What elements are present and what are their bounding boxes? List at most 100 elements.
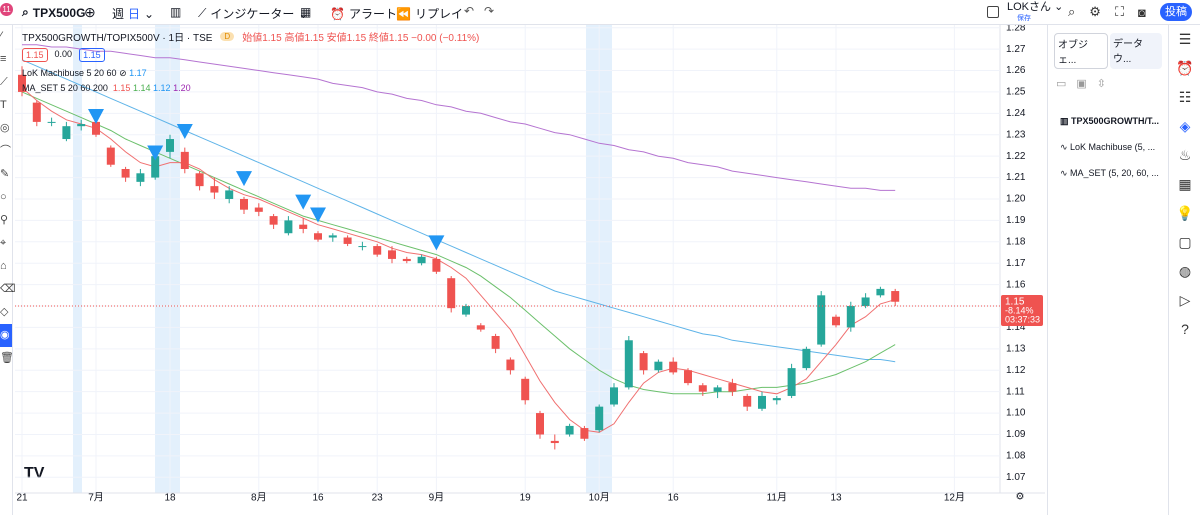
- widget[interactable]: ◈: [1179, 118, 1191, 134]
- signal-arrow: [88, 109, 104, 125]
- alerts[interactable]: アラート: [348, 7, 397, 21]
- widget[interactable]: ♨: [1178, 147, 1192, 163]
- publish-btn[interactable]: 投稿: [1160, 3, 1192, 21]
- y-tick-label: 1.26: [1006, 65, 1026, 76]
- layouts[interactable]: ▦: [300, 5, 312, 19]
- add-symbol[interactable]: ⊕: [84, 4, 96, 20]
- tool[interactable]: ⌒: [0, 145, 11, 157]
- widget[interactable]: ◍: [1178, 263, 1192, 279]
- ma-line: [22, 44, 896, 191]
- widget[interactable]: ?: [1181, 321, 1189, 337]
- tool[interactable]: ⌫: [0, 283, 16, 295]
- tab[interactable]: オブジェ...: [1054, 33, 1108, 69]
- y-tick-label: 1.25: [1006, 87, 1026, 98]
- symbol-search[interactable]: ⌕ TPX500G: [22, 5, 86, 20]
- ask[interactable]: 1.15: [79, 48, 105, 62]
- tool[interactable]: ◇: [0, 306, 9, 318]
- snapshot[interactable]: ◙: [1138, 4, 1146, 20]
- candle-body: [254, 207, 263, 212]
- tool[interactable]: ≡: [0, 53, 7, 65]
- y-tick-label: 1.18: [1006, 236, 1026, 247]
- y-tick-label: 1.28: [1006, 22, 1026, 33]
- tool[interactable]: ⌂: [0, 260, 7, 272]
- candle-body: [358, 246, 367, 248]
- tree-item[interactable]: ∿ MA_SET (5, 20, 60, ...: [1060, 168, 1159, 178]
- x-tick-label: 13: [830, 493, 842, 504]
- widget[interactable]: ▷: [1179, 292, 1191, 308]
- chart-type[interactable]: ▥: [170, 5, 182, 19]
- y-tick-label: 1.14: [1006, 322, 1026, 333]
- signal-arrow: [295, 194, 312, 210]
- tree-label[interactable]: LoK Machibuse (5, ...: [1070, 142, 1156, 152]
- indicators-btn[interactable]: ⟋ インジケーター ⌄: [198, 6, 309, 21]
- widget[interactable]: 💡: [1176, 205, 1194, 221]
- tool[interactable]: ⁄: [0, 30, 2, 42]
- layout-toggle[interactable]: [987, 6, 999, 18]
- tool[interactable]: 🗑: [0, 352, 14, 364]
- candle-body: [669, 361, 678, 373]
- tab[interactable]: データウ...: [1110, 33, 1162, 69]
- bid[interactable]: 1.15: [22, 48, 48, 62]
- tree-item[interactable]: ∿ LoK Machibuse (5, ...: [1060, 142, 1156, 152]
- y-tick-label: 1.20: [1006, 194, 1026, 205]
- x-tick-label: 8月: [251, 492, 267, 504]
- tool[interactable]: ✎: [0, 168, 10, 180]
- indicators[interactable]: インジケーター: [210, 7, 295, 21]
- candle-body: [447, 278, 456, 309]
- interval-day[interactable]: 日: [128, 7, 141, 21]
- tree-label[interactable]: TPX500GROWTH/T...: [1071, 116, 1160, 126]
- tool[interactable]: ⌖: [0, 237, 7, 249]
- candle-body: [610, 387, 618, 405]
- interval[interactable]: 週日 ⌄: [112, 6, 155, 22]
- legend-header: TPX500GROWTH/TOPIX500V · 1日 · TSE D 始値1.…: [22, 29, 479, 44]
- tool[interactable]: ⚲: [0, 214, 9, 226]
- tool[interactable]: ⟋: [0, 76, 8, 88]
- candle-body: [18, 74, 26, 92]
- candle-body: [802, 348, 811, 369]
- y-tick-label: 1.19: [1006, 215, 1026, 226]
- tree-label[interactable]: MA_SET (5, 20, 60, ...: [1070, 168, 1159, 178]
- symbol[interactable]: TPX500G: [32, 5, 86, 20]
- fullscreen[interactable]: ⛶: [1114, 4, 1125, 19]
- session-band: [155, 25, 180, 493]
- widget[interactable]: ☰: [1178, 31, 1192, 47]
- indicator-value: 1.15: [112, 83, 131, 93]
- indicator-2: MA_SET 5 20 60 200 1.15 1.14 1.12 1.20: [22, 83, 191, 93]
- tree-item[interactable]: ▥ TPX500GROWTH/T...: [1060, 116, 1160, 126]
- candle-body: [550, 440, 559, 444]
- y-tick-label: 1.22: [1006, 151, 1026, 162]
- x-tick-label: 23: [372, 493, 384, 504]
- candle-body: [743, 395, 752, 407]
- panel-actions[interactable]: ▭▣⇳: [1056, 78, 1117, 90]
- y-tick-label: 1.16: [1006, 279, 1026, 290]
- user-menu[interactable]: LOKさん ⌄ 保存: [1007, 1, 1064, 23]
- candle-body: [506, 359, 515, 371]
- candle-body: [136, 173, 145, 182]
- undo-redo[interactable]: ↶ ↷: [464, 4, 495, 18]
- user[interactable]: LOKさん: [1007, 1, 1052, 13]
- y-tick-label: 1.10: [1006, 408, 1026, 419]
- candle-body: [32, 102, 41, 122]
- widget[interactable]: ☷: [1178, 89, 1192, 105]
- candle-body: [47, 121, 56, 123]
- tool[interactable]: ◎: [0, 122, 10, 134]
- indicator-name: LoK Machibuse 5 20 60: [22, 68, 117, 78]
- signal-arrow: [428, 235, 445, 251]
- replay-btn[interactable]: ⏪ リプレイ: [396, 6, 463, 22]
- alert-btn[interactable]: ⏰ アラート: [330, 6, 397, 22]
- tool[interactable]: T: [0, 99, 7, 111]
- quick-search[interactable]: ⌕: [1068, 4, 1076, 19]
- ohlc: 始値1.15 高値1.15 安値1.15 終値1.15 −0.00 (−0.11…: [242, 33, 480, 44]
- tool-active[interactable]: ◉: [0, 324, 12, 347]
- candle-body: [106, 147, 115, 165]
- widget[interactable]: ▦: [1178, 176, 1192, 192]
- tool[interactable]: ○: [0, 191, 7, 203]
- replay[interactable]: リプレイ: [414, 7, 463, 21]
- interval-week[interactable]: 週: [112, 7, 125, 21]
- candle-body: [314, 233, 322, 240]
- series-title: TPX500GROWTH/TOPIX500V · 1日 · TSE: [22, 33, 213, 44]
- widget[interactable]: ⏰: [1176, 60, 1194, 76]
- settings[interactable]: ⚙: [1089, 4, 1101, 19]
- widget[interactable]: ▢: [1178, 234, 1192, 250]
